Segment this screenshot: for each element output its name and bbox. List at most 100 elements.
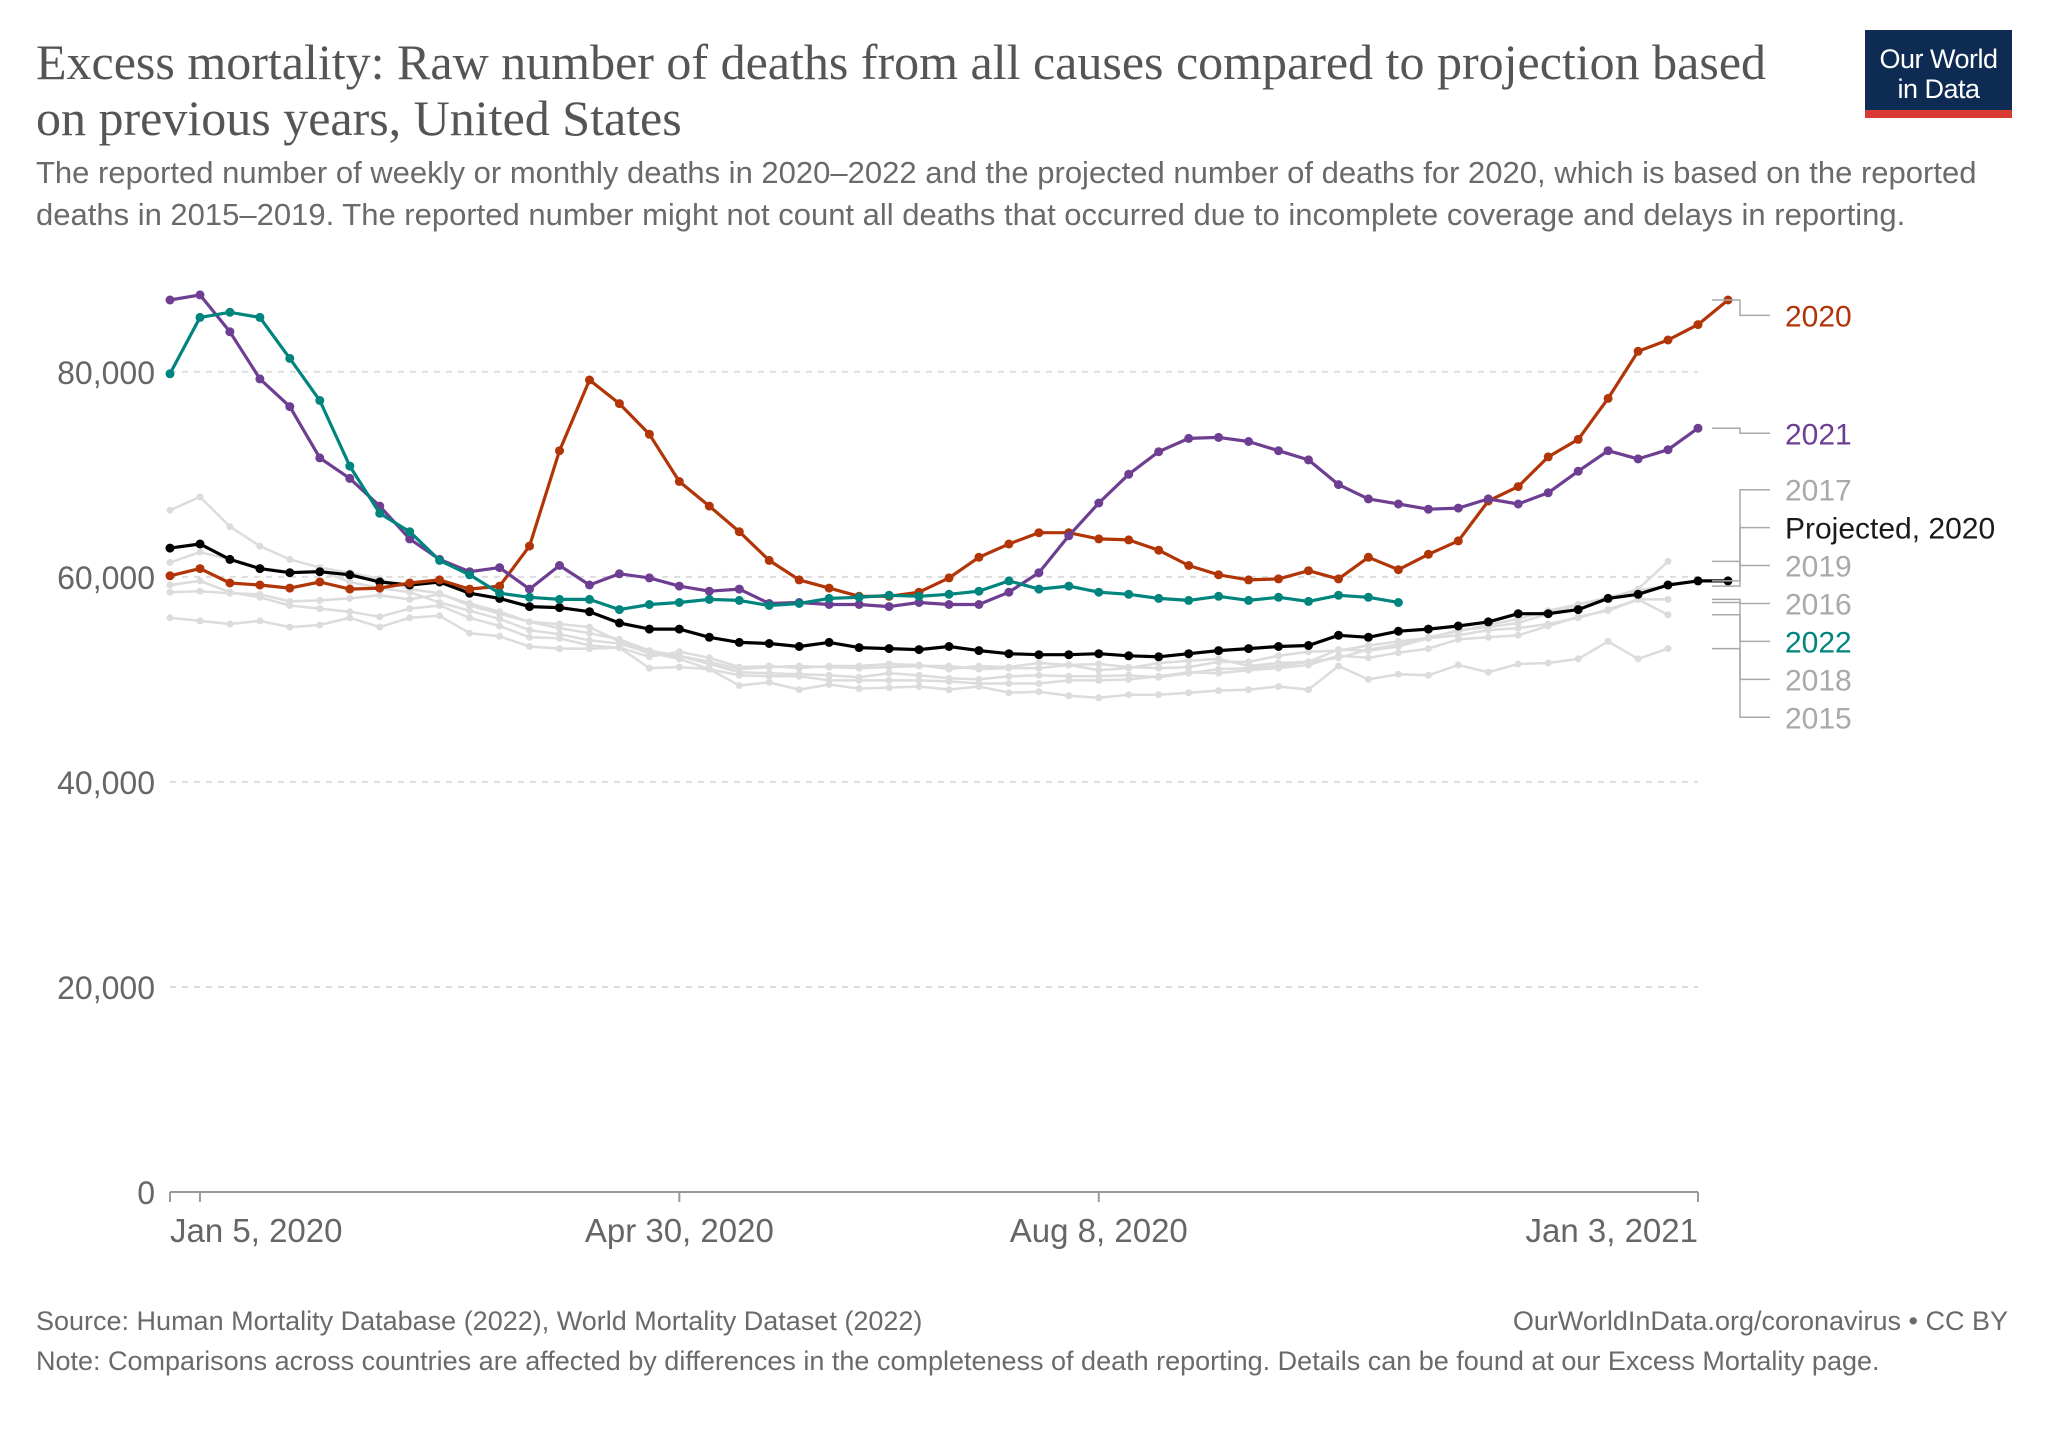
data-point-2020 [165,571,175,581]
data-point-2015 [1125,691,1133,699]
data-point-2022 [405,527,415,537]
data-point-2021 [1483,494,1493,504]
data-point-2020 [1633,346,1643,356]
data-point-2021 [674,581,684,591]
data-point-2016 [586,623,593,631]
data-point-2018 [825,676,833,684]
data-point-2020 [1214,570,1224,580]
y-axis: 0 20,000 40,000 60,000 80,000 [57,355,155,1211]
data-point-projected-2020 [1244,644,1254,654]
series-2019 [166,557,1672,673]
data-point-2020 [1304,566,1313,576]
data-point-2018 [1544,622,1552,630]
data-point-2020 [225,578,235,588]
owid-logo[interactable]: Our World in Data [1865,30,2012,118]
data-point-2022 [644,600,654,609]
data-point-2020 [495,581,505,591]
data-point-2019 [1035,659,1043,667]
data-point-2019 [1335,647,1342,655]
data-point-projected-2020 [1603,593,1613,603]
data-point-2022 [375,508,385,518]
data-point-2020 [345,584,355,594]
data-point-2021 [405,534,415,544]
data-point-2015 [795,686,803,694]
data-point-2021 [1094,498,1104,508]
data-point-2015 [1484,668,1492,676]
data-point-2015 [316,621,324,629]
data-point-2020 [255,580,265,590]
data-point-2021 [285,402,295,412]
data-point-2018 [735,671,743,679]
data-point-2022 [1124,589,1134,599]
data-point-2015 [1035,688,1043,696]
data-point-2015 [1215,687,1223,695]
data-point-2022 [884,590,894,600]
data-point-2018 [1095,676,1103,684]
data-point-2020 [644,429,654,439]
data-point-2016 [196,587,204,595]
data-point-2020 [734,527,744,537]
data-point-2021 [1334,480,1343,490]
data-point-2022 [1004,576,1014,586]
data-point-2015 [346,614,354,622]
data-point-2021 [644,573,654,583]
series-line-2021 [169,293,1699,609]
data-point-projected-2020 [1423,624,1433,634]
data-point-2018 [1305,661,1312,669]
data-point-2019 [1275,652,1282,660]
data-point-2015 [1514,660,1522,668]
data-point-2018 [196,548,204,556]
data-point-2021 [1513,499,1523,509]
data-point-2020 [375,583,385,593]
data-point-2019 [1514,619,1522,627]
data-point-2018 [1335,652,1342,660]
data-point-projected-2020 [1064,650,1074,660]
data-point-2019 [436,602,444,609]
series-end-labels: 2020 2021 2017 Projected, 2020 2019 2016 2022 2… [1712,299,1995,735]
data-point-projected-2020 [1124,651,1134,661]
series-lines [165,290,1733,702]
y-tick-label: 40,000 [57,765,155,801]
data-point-2018 [466,607,474,615]
data-point-2020 [1154,545,1164,555]
data-point-projected-2020 [1154,652,1164,662]
data-point-2019 [885,660,893,668]
label-connector-2020 [1712,299,1770,317]
data-point-2022 [495,588,505,598]
data-point-2015 [256,617,264,625]
data-point-2018 [915,676,923,684]
data-point-2015 [1664,645,1672,653]
data-point-2017 [436,589,444,597]
data-point-2021 [734,584,744,594]
x-tick-label: Jan 3, 2021 [1526,1212,1698,1249]
label-connector-projected-2020 [1712,526,1770,582]
data-point-projected-2020 [674,624,684,634]
data-point-2015 [1544,659,1552,667]
data-point-projected-2020 [944,642,954,651]
data-point-2021 [944,600,954,609]
data-point-2016 [1664,595,1672,603]
data-point-2021 [854,600,864,609]
chart-title: Excess mortality: Raw number of deaths f… [36,34,1767,146]
data-point-2021 [225,327,235,337]
data-point-2022 [1064,581,1074,591]
data-point-2017 [586,629,593,637]
data-point-2020 [764,555,774,565]
data-point-projected-2020 [525,602,534,612]
data-point-2015 [376,623,384,631]
data-point-2020 [1274,574,1283,584]
data-point-2022 [525,592,534,602]
data-point-2022 [1034,584,1044,594]
end-label-2016: 2016 [1785,588,1852,621]
data-point-projected-2020 [1573,605,1583,615]
data-point-2020 [555,446,564,456]
data-point-2022 [854,592,864,602]
data-point-2019 [166,581,174,589]
x-tick-label: Apr 30, 2020 [585,1212,774,1249]
end-label-2018: 2018 [1785,664,1852,697]
footer-url-link[interactable]: OurWorldInData.org/coronavirus • CC BY [1512,1306,2008,1336]
data-point-2015 [1424,671,1432,679]
data-point-2018 [1454,635,1462,643]
data-point-2018 [705,665,713,673]
data-point-2018 [1394,649,1402,657]
